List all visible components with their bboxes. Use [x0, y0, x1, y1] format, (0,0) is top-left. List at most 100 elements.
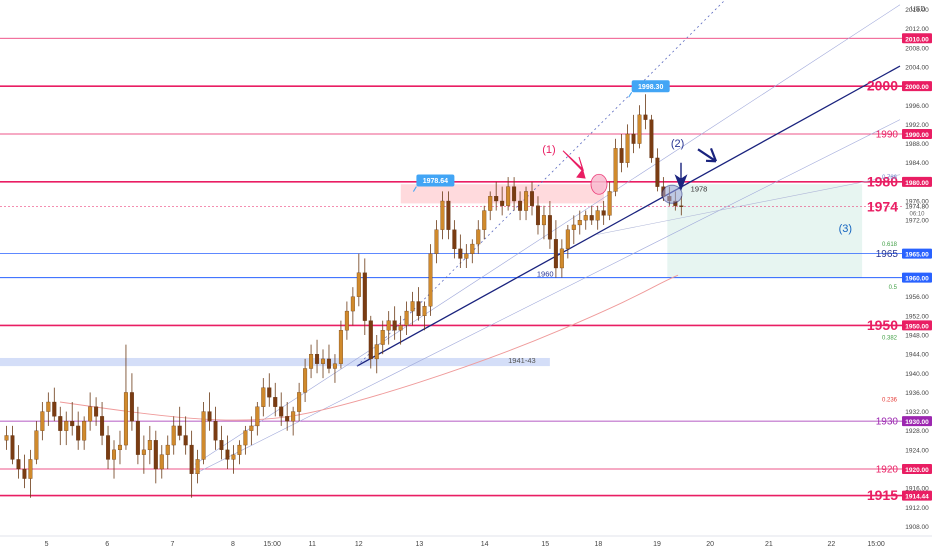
level-big-label: 1965 — [876, 249, 899, 260]
candle-body — [410, 301, 415, 312]
reaction-circle-1 — [590, 173, 608, 195]
countdown-tag: 06:10 — [909, 212, 925, 218]
candle-body — [512, 186, 517, 202]
candle-body — [82, 420, 87, 441]
y-tick-label: 2012.00 — [905, 26, 929, 33]
candle-body — [458, 248, 463, 259]
candle-body — [225, 449, 230, 460]
candle-body — [267, 387, 272, 398]
price-callout-label: 1998.30 — [638, 84, 663, 91]
arrow-pink — [562, 150, 586, 179]
candle-body — [70, 420, 75, 427]
y-tick-label: 1976.00 — [905, 199, 929, 206]
candle-body — [350, 296, 355, 312]
fib-label-0.236: 0.236 — [882, 398, 898, 404]
x-tick-label: 13 — [416, 541, 424, 548]
candle-body — [207, 411, 212, 422]
candle-body — [147, 440, 152, 451]
candle-body — [601, 210, 606, 216]
candle-body — [643, 114, 648, 120]
current-price-tag: 1974.80 — [905, 204, 929, 211]
x-tick-label: 11 — [309, 541, 316, 548]
candle-body — [76, 425, 81, 441]
candle-body — [416, 301, 421, 317]
annotation-label: 1960 — [537, 270, 554, 279]
candle-body — [422, 306, 427, 317]
candles-layer — [4, 94, 684, 498]
level-tag-text: 1965.00 — [905, 252, 929, 259]
candle-body — [129, 392, 134, 422]
x-tick-label: 18 — [594, 541, 602, 548]
candle-body — [368, 320, 373, 360]
candle-body — [88, 406, 93, 422]
level-big-label: 1990 — [876, 130, 899, 141]
minor-channel-line — [596, 174, 901, 235]
candle-body — [100, 416, 105, 436]
y-tick-label: 1912.00 — [905, 505, 929, 512]
x-tick-label: 5 — [45, 541, 49, 548]
price-callout-box — [416, 174, 455, 187]
candle-body — [380, 330, 385, 345]
annotation-label: 1941-43 — [508, 356, 536, 365]
level-big-label: 1950 — [867, 317, 898, 333]
candle-body — [159, 454, 164, 470]
price-callout-pointer — [412, 186, 417, 192]
candle-body — [452, 229, 457, 250]
candle-body — [470, 243, 475, 254]
candle-body — [195, 459, 200, 474]
candle-body — [679, 205, 684, 207]
candle-body — [398, 325, 403, 331]
x-tick-label: 14 — [481, 541, 489, 548]
y-tick-label: 1916.00 — [905, 486, 929, 493]
candle-body — [326, 358, 331, 369]
candle-body — [46, 401, 51, 412]
level-tag-2000.00 — [902, 81, 932, 92]
y-tick-label: 1944.00 — [905, 352, 929, 359]
level-tag-1930.00 — [902, 416, 932, 427]
level-tag-1980.00 — [902, 176, 932, 187]
y-tick-label: 1972.00 — [905, 218, 929, 225]
candle-body — [94, 406, 99, 417]
candle-body — [297, 392, 302, 412]
moving-average-line — [59, 274, 679, 421]
arrow-down-navy — [674, 162, 688, 191]
y-tick-label: 1936.00 — [905, 390, 929, 397]
candle-body — [213, 420, 218, 441]
candle-body — [117, 444, 122, 451]
candle-body — [106, 435, 111, 460]
level-tag-2010.00 — [902, 33, 932, 44]
currency-label: USD — [911, 6, 926, 13]
y-tick-label: 1928.00 — [905, 428, 929, 435]
y-tick-label: 2016.00 — [905, 7, 929, 14]
candle-body — [344, 310, 349, 331]
level-big-label: 1980 — [867, 173, 898, 189]
candle-body — [285, 416, 290, 422]
price-axis: USD 2010.00 2000.00 1990.00 1980.00 1965.00 1… — [902, 6, 932, 531]
candle-body — [321, 358, 326, 364]
candle-body — [279, 406, 284, 417]
level-big-label: 1920 — [876, 465, 899, 476]
candle-body — [607, 191, 612, 216]
x-tick-label: 15:00 — [867, 541, 885, 548]
y-tick-label: 2008.00 — [905, 45, 929, 52]
x-tick-label: 6 — [105, 541, 109, 548]
time-axis: 5 6 7 8 15:00 11 12 13 14 15 18 19 20 21 22 15:00 — [0, 535, 932, 548]
level-tag-1920.00 — [902, 464, 932, 474]
candle-body — [249, 425, 254, 431]
candle-body — [123, 392, 128, 446]
annotations-layer: 2000 1990 1980 1965 1950 1930 1920 1915 1974 0.78… — [412, 78, 899, 503]
candle-body — [595, 210, 600, 221]
candle-body — [518, 200, 523, 211]
fib-label-0.786: 0.786 — [882, 175, 898, 181]
y-tick-label: 1908.00 — [905, 524, 929, 531]
candle-body — [374, 344, 379, 360]
level-big-label: 2000 — [867, 78, 898, 94]
candle-body — [16, 459, 21, 470]
candle-body — [10, 435, 15, 460]
candle-body — [583, 215, 588, 221]
candle-body — [338, 330, 343, 364]
retest-circle-2 — [661, 184, 683, 204]
candle-body — [243, 430, 248, 446]
candle-body — [34, 430, 39, 460]
